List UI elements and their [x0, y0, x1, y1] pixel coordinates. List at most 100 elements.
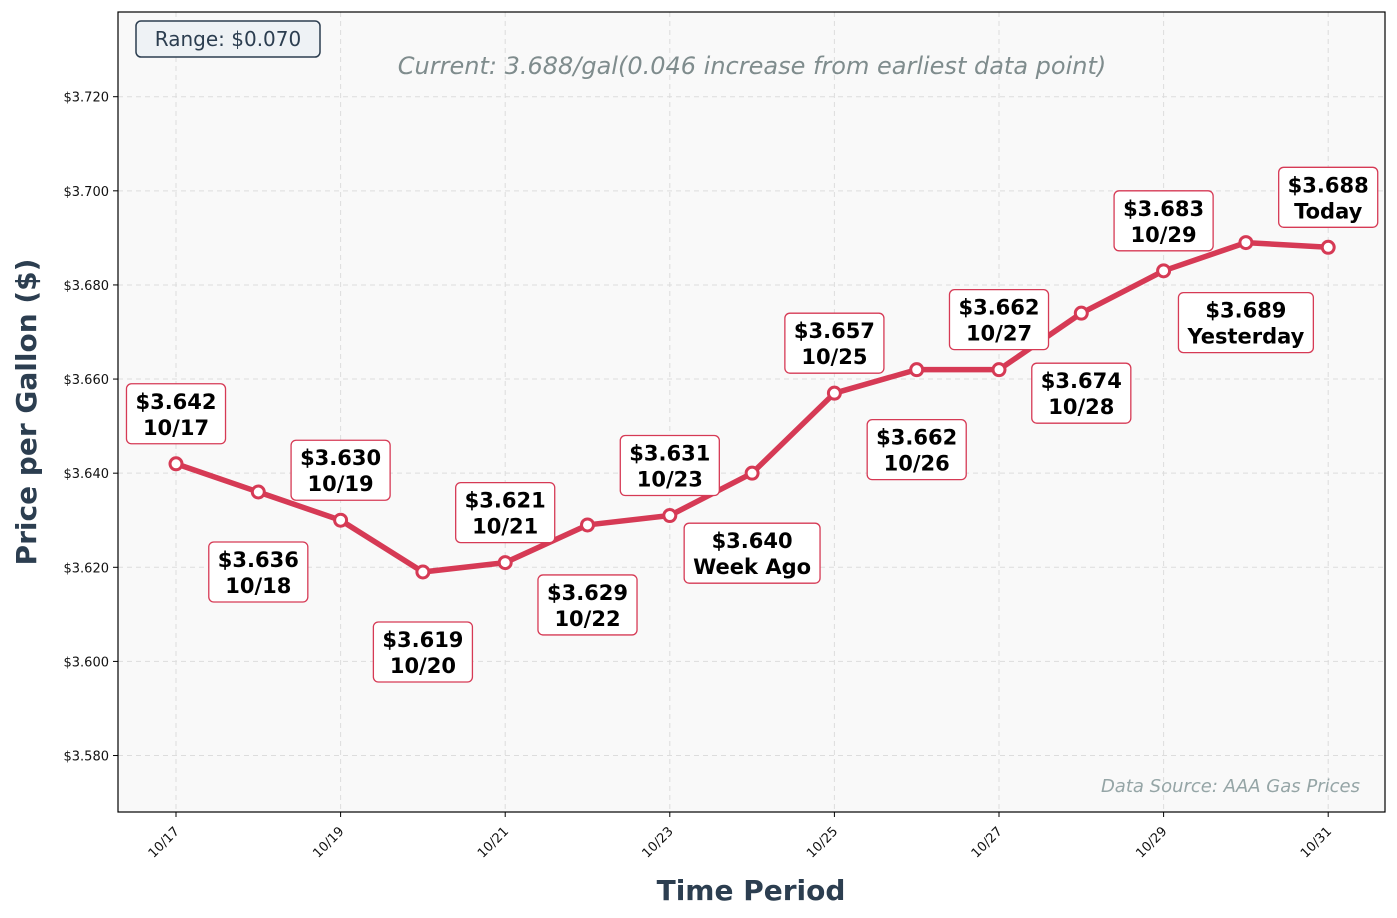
- data-label-box: [372, 621, 474, 683]
- data-label-box: [455, 481, 556, 544]
- grid-lines: [118, 12, 1385, 812]
- subtitle: Current: 3.688/gal(0.046 increase from e…: [398, 52, 1106, 80]
- data-label-date: 10/26: [884, 452, 950, 476]
- data-label-date: 10/25: [801, 345, 867, 369]
- x-tick-label: 10/17: [146, 824, 183, 861]
- data-point: [415, 564, 431, 580]
- data-label-box: [537, 574, 638, 636]
- range-badge-box: [135, 20, 321, 58]
- data-label-box: [1278, 166, 1379, 228]
- x-axis-title: Time Period: [657, 874, 846, 907]
- data-point: [1156, 263, 1172, 279]
- data-annotations: $3.64210/17$3.63610/18$3.63010/19$3.6191…: [125, 166, 1379, 683]
- data-label-box: [619, 434, 720, 497]
- data-label-box: [784, 312, 885, 374]
- y-tick-label: $3.620: [64, 561, 110, 576]
- data-point: [991, 362, 1007, 378]
- data-label-box: [290, 439, 391, 501]
- data-label-date: 10/17: [143, 416, 209, 440]
- y-tick-label: $3.600: [64, 655, 110, 670]
- data-label-date: Yesterday: [1186, 325, 1304, 349]
- y-tick-label: $3.640: [64, 467, 110, 482]
- data-label-price: $3.631: [629, 442, 710, 466]
- data-label-price: $3.629: [547, 581, 628, 605]
- y-tick-label: $3.680: [64, 279, 110, 294]
- x-tick-label: 10/25: [804, 824, 841, 861]
- x-tick-label: 10/23: [640, 824, 677, 861]
- data-label-date: 10/20: [390, 654, 456, 678]
- data-label-box: [1031, 362, 1132, 424]
- y-tick-label: $3.720: [64, 91, 110, 106]
- data-point: [168, 456, 184, 472]
- data-point: [662, 508, 678, 524]
- y-tick-label: $3.580: [64, 750, 110, 765]
- data-label-price: $3.619: [382, 628, 463, 652]
- data-label-price: $3.662: [958, 296, 1039, 320]
- data-point: [250, 484, 266, 500]
- y-tick-label: $3.660: [64, 373, 110, 388]
- data-label-box: [1177, 291, 1315, 354]
- data-point: [1073, 305, 1089, 321]
- plot-background: [118, 12, 1385, 812]
- data-label-price: $3.689: [1205, 299, 1286, 323]
- series-line: [168, 235, 1336, 580]
- data-label-date: Today: [1294, 199, 1363, 223]
- data-label-date: 10/18: [225, 574, 291, 598]
- x-tick-label: 10/19: [310, 824, 347, 861]
- data-label-date: 10/23: [637, 468, 703, 492]
- data-point: [826, 385, 842, 401]
- x-tick-label: 10/21: [475, 824, 512, 861]
- data-label-price: $3.636: [218, 548, 299, 572]
- data-label-date: 10/28: [1048, 395, 1114, 419]
- data-label-box: [208, 541, 309, 603]
- data-label-box: [948, 288, 1050, 351]
- data-point: [580, 517, 595, 533]
- data-point: [497, 555, 513, 571]
- x-tick-label: 10/27: [969, 824, 1006, 861]
- data-label-price: $3.640: [712, 529, 793, 553]
- data-label-date: 10/27: [966, 322, 1032, 346]
- data-label-price: $3.630: [300, 446, 381, 470]
- data-label-date: 10/22: [554, 607, 620, 631]
- data-point: [744, 465, 760, 481]
- x-tick-label: 10/31: [1298, 824, 1335, 861]
- data-label-price: $3.683: [1123, 197, 1204, 221]
- data-label-price: $3.621: [465, 489, 546, 513]
- data-label-box: [683, 522, 821, 584]
- data-label-box: [125, 383, 227, 445]
- y-tick-label: $3.700: [64, 185, 110, 200]
- data-label-box: [1113, 190, 1214, 252]
- data-label-date: 10/19: [308, 472, 374, 496]
- data-label-date: 10/29: [1131, 223, 1197, 247]
- data-label-box: [866, 418, 967, 481]
- x-tick-label: 10/29: [1133, 824, 1170, 861]
- data-point: [1238, 235, 1254, 251]
- y-axis-title: Price per Gallon ($): [10, 259, 43, 566]
- range-badge-text: Range: $0.070: [155, 27, 301, 51]
- data-label-date: 10/21: [472, 515, 538, 539]
- data-label-price: $3.642: [135, 390, 216, 414]
- data-point: [909, 362, 925, 378]
- data-point: [333, 512, 349, 528]
- data-label-price: $3.657: [794, 319, 875, 343]
- data-label-price: $3.674: [1041, 369, 1122, 393]
- range-badge: Range: $0.070: [135, 20, 321, 58]
- data-label-date: Week Ago: [693, 555, 811, 579]
- data-source-note: Data Source: AAA Gas Prices: [1101, 776, 1360, 797]
- data-label-price: $3.688: [1288, 173, 1369, 197]
